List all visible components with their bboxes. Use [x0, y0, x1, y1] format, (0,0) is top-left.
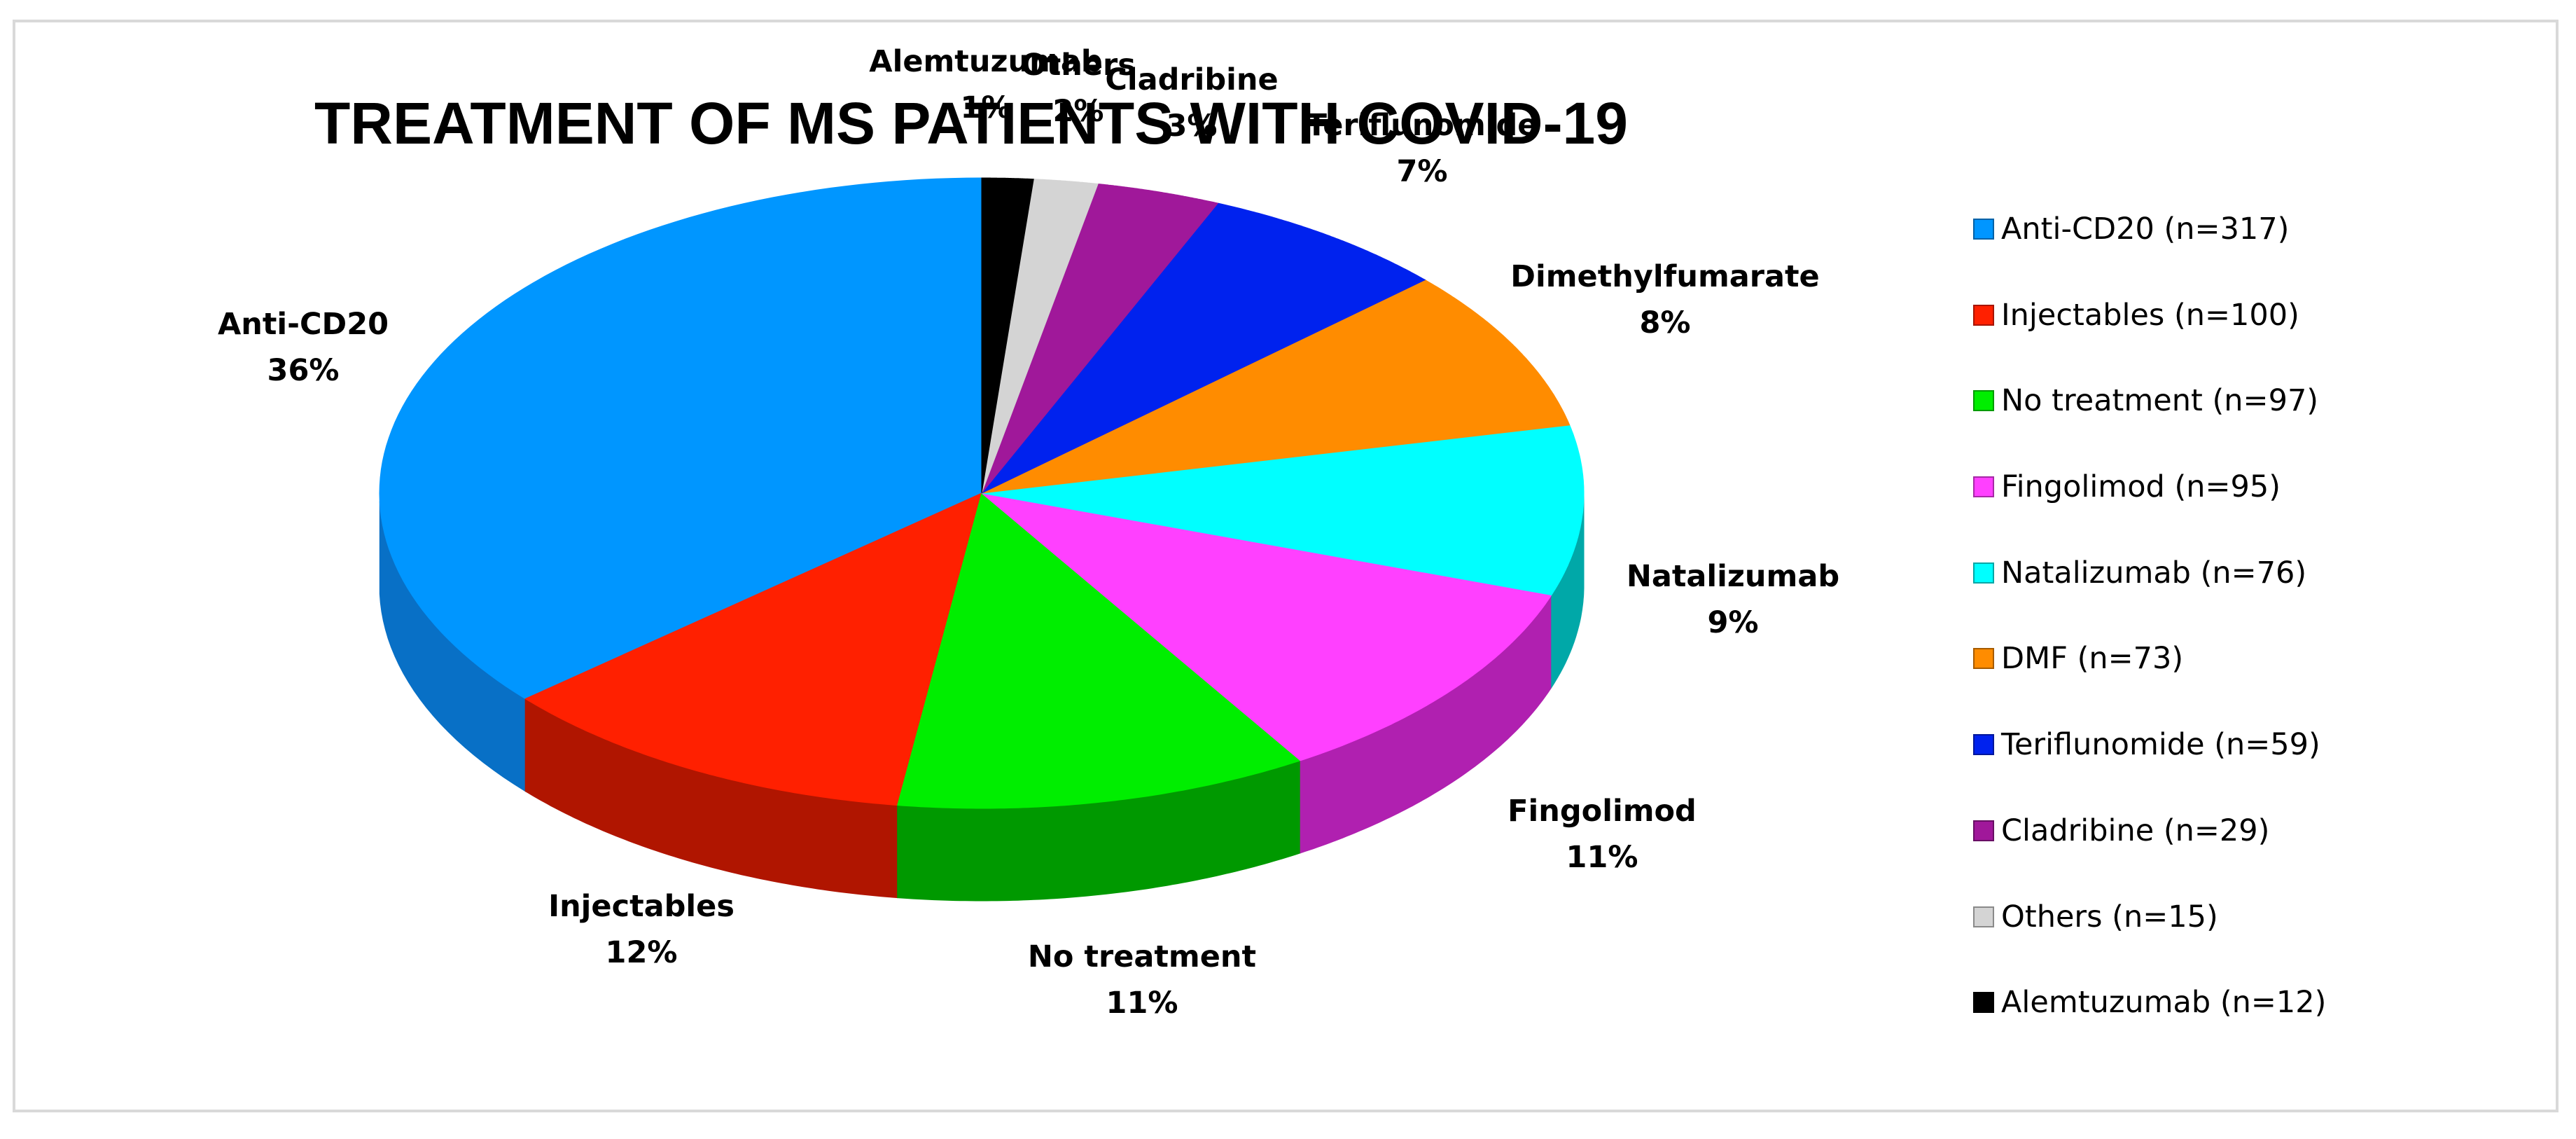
- slice-label-percent: 12%: [605, 935, 678, 970]
- pie-slice-no-treatment: [897, 492, 1302, 809]
- legend-item-injectables: Injectables (n=100): [1973, 298, 2326, 333]
- legend-swatch: [1973, 562, 1994, 584]
- slice-label-anti-cd20: Anti-CD20 36%: [218, 301, 389, 394]
- legend-swatch: [1973, 734, 1994, 756]
- slice-label-injectables: Injectables 12%: [548, 883, 734, 976]
- slice-label-percent: 8%: [1639, 305, 1691, 340]
- slice-label-teriflunomide: Teriflunomide 7%: [1307, 102, 1538, 195]
- slice-label-name: Natalizumab: [1626, 559, 1840, 594]
- legend-swatch: [1973, 219, 1994, 240]
- legend-swatch: [1973, 476, 1994, 498]
- legend-swatch: [1973, 820, 1994, 841]
- legend-label: Anti-CD20 (n=317): [2001, 212, 2290, 247]
- pie-slice-others: [981, 179, 1099, 494]
- legend-swatch: [1973, 992, 1994, 1014]
- slice-label-natalizumab: Natalizumab 9%: [1627, 553, 1839, 646]
- legend-swatch: [1973, 648, 1994, 670]
- legend-swatch: [1973, 906, 1994, 927]
- slice-label-name: Injectables: [548, 889, 734, 924]
- pie-slice-cladribine: [981, 183, 1219, 494]
- slice-label-percent: 2%: [1052, 94, 1104, 129]
- legend-item-alemtuzumab: Alemtuzumab (n=12): [1973, 985, 2326, 1020]
- slice-label-name: Fingolimod: [1508, 794, 1697, 829]
- legend-label: Others (n=15): [2001, 899, 2218, 934]
- legend-item-others: Others (n=15): [1973, 899, 2326, 934]
- pie-slice-anti-cd20: [379, 177, 982, 700]
- pie-slice-dimethylfumarate: [981, 279, 1571, 494]
- legend-label: Teriflunomide (n=59): [2001, 727, 2320, 763]
- legend-label: Cladribine (n=29): [2001, 813, 2270, 848]
- legend-label: Alemtuzumab (n=12): [2001, 985, 2327, 1021]
- slice-label-name: Dimethylfumarate: [1510, 259, 1820, 294]
- legend-label: Injectables (n=100): [2001, 297, 2299, 333]
- legend-item-dimethylfumarate: DMF (n=73): [1973, 641, 2326, 676]
- slice-label-name: Alemtuzumab: [869, 44, 1103, 79]
- pie-slice-fingolimod: [980, 492, 1552, 761]
- legend-item-no-treatment: No treatment (n=97): [1973, 383, 2326, 418]
- chart-title: TREATMENT OF MS PATIENTS WITH COVID-19: [314, 90, 1628, 156]
- slice-label-cladribine: Cladribine 3%: [1105, 57, 1278, 149]
- slice-label-percent: 11%: [1566, 840, 1638, 875]
- slice-label-others: Others 2%: [1021, 42, 1136, 134]
- pie-slice-teriflunomide: [981, 202, 1426, 494]
- slice-label-name: Anti-CD20: [217, 307, 389, 342]
- legend-swatch: [1973, 390, 1994, 412]
- legend-swatch: [1973, 304, 1994, 326]
- slice-label-percent: 9%: [1707, 605, 1759, 640]
- legend: Anti-CD20 (n=317) Injectables (n=100) No t…: [1973, 212, 2326, 1071]
- slice-label-name: Others: [1021, 48, 1136, 83]
- legend-item-teriflunomide: Teriflunomide (n=59): [1973, 727, 2326, 762]
- legend-label: DMF (n=73): [2001, 641, 2184, 677]
- slice-label-no-treatment: No treatment 11%: [1028, 934, 1256, 1026]
- slice-label-alemtuzumab: Alemtuzumab 1%: [869, 39, 1102, 131]
- slice-label-name: No treatment: [1027, 939, 1257, 974]
- chart-frame: TREATMENT OF MS PATIENTS WITH COVID-19 A…: [13, 20, 2558, 1112]
- slice-label-percent: 11%: [1106, 986, 1178, 1021]
- slice-label-percent: 1%: [960, 90, 1012, 125]
- legend-item-cladribine: Cladribine (n=29): [1973, 813, 2326, 848]
- pie-chart: [379, 177, 1585, 902]
- pie-slice-alemtuzumab: [981, 177, 1034, 494]
- pie-slice-natalizumab: [981, 424, 1585, 596]
- legend-item-anti-cd20: Anti-CD20 (n=317): [1973, 212, 2326, 247]
- slice-label-percent: 36%: [267, 353, 340, 388]
- pie-slice-injectables: [524, 492, 982, 806]
- slice-label-name: Cladribine: [1105, 62, 1279, 97]
- slice-label-name: Teriflunomide: [1306, 108, 1538, 143]
- slice-label-percent: 3%: [1166, 109, 1218, 144]
- legend-item-natalizumab: Natalizumab (n=76): [1973, 555, 2326, 591]
- slice-label-fingolimod: Fingolimod 11%: [1508, 788, 1697, 881]
- slice-label-percent: 7%: [1396, 154, 1448, 189]
- slice-label-dimethylfumarate: Dimethylfumarate 8%: [1510, 254, 1819, 346]
- legend-item-fingolimod: Fingolimod (n=95): [1973, 469, 2326, 504]
- legend-label: No treatment (n=97): [2001, 383, 2319, 419]
- legend-label: Natalizumab (n=76): [2001, 555, 2307, 591]
- legend-label: Fingolimod (n=95): [2001, 469, 2281, 505]
